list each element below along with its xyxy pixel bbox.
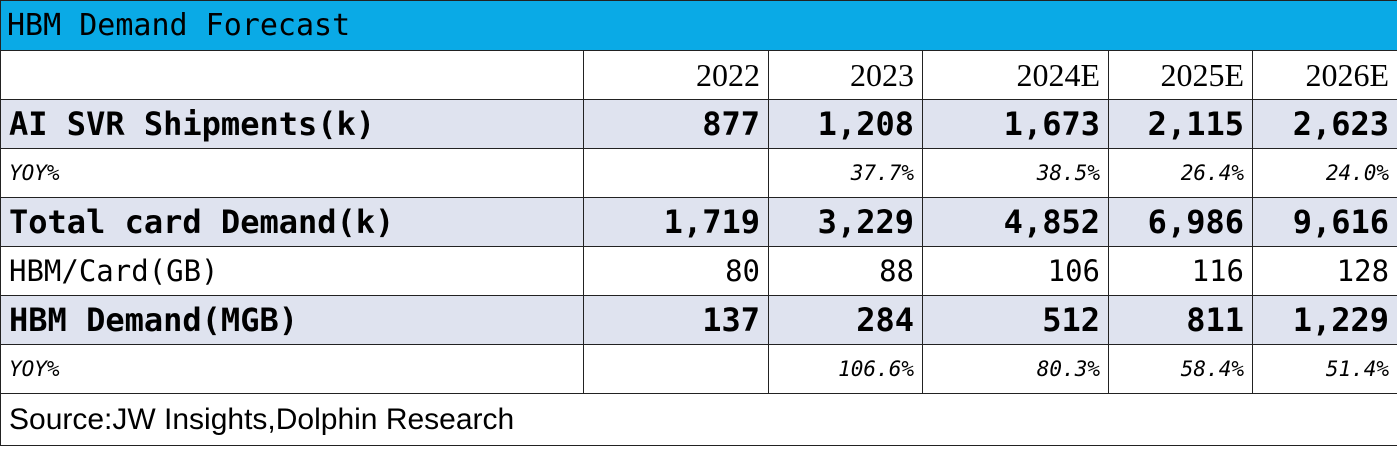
cell: 116 [1108, 246, 1253, 296]
cell: 2,115 [1108, 99, 1253, 149]
column-header: 2022 [583, 50, 769, 100]
cell: 6,986 [1108, 197, 1253, 247]
row-label: AI SVR Shipments(k) [0, 99, 584, 149]
cell: 24.0% [1251, 148, 1397, 198]
cell: 80.3% [922, 344, 1109, 394]
source-text: Source:JW Insights,Dolphin Research [0, 393, 1397, 446]
cell: 128 [1251, 246, 1397, 296]
empty-cell [583, 148, 769, 198]
column-header: 2023 [768, 50, 923, 100]
cell: 80 [583, 246, 769, 296]
cell: 1,673 [922, 99, 1109, 149]
cell: 26.4% [1108, 148, 1253, 198]
cell: 1,719 [583, 197, 769, 247]
empty-cell [583, 344, 769, 394]
cell: 284 [768, 295, 923, 345]
data-row: YOY% 37.7% 38.5% 26.4% 24.0% [0, 148, 1397, 198]
data-row: AI SVR Shipments(k) 877 1,208 1,673 2,115 2,6… [0, 99, 1397, 149]
row-label: HBM/Card(GB) [0, 246, 584, 296]
data-row: HBM/Card(GB) 80 88 106 116 128 [0, 246, 1397, 296]
row-label: Total card Demand(k) [0, 197, 584, 247]
cell: 3,229 [768, 197, 923, 247]
cell: 58.4% [1108, 344, 1253, 394]
row-label: HBM Demand(MGB) [0, 295, 584, 345]
cell: 106.6% [768, 344, 923, 394]
column-header: 2024E [922, 50, 1109, 100]
cell: 9,616 [1251, 197, 1397, 247]
title-row: HBM Demand Forecast [0, 0, 1397, 51]
cell: 106 [922, 246, 1109, 296]
cell: 877 [583, 99, 769, 149]
cell: 37.7% [768, 148, 923, 198]
row-label: YOY% [0, 148, 584, 198]
header-corner [0, 50, 584, 100]
cell: 512 [922, 295, 1109, 345]
cell: 137 [583, 295, 769, 345]
data-row: YOY% 106.6% 80.3% 58.4% 51.4% [0, 344, 1397, 394]
data-row: Total card Demand(k) 1,719 3,229 4,852 6,986… [0, 197, 1397, 247]
cell: 1,229 [1251, 295, 1397, 345]
cell: 1,208 [768, 99, 923, 149]
cell: 38.5% [922, 148, 1109, 198]
column-header: 2025E [1108, 50, 1253, 100]
header-row: 2022 2023 2024E 2025E 2026E [0, 50, 1397, 100]
cell: 51.4% [1251, 344, 1397, 394]
source-row: Source:JW Insights,Dolphin Research [0, 393, 1397, 446]
cell: 2,623 [1251, 99, 1397, 149]
cell: 811 [1108, 295, 1253, 345]
cell: 88 [768, 246, 923, 296]
table-title: HBM Demand Forecast [0, 0, 1397, 51]
data-row: HBM Demand(MGB) 137 284 512 811 1,229 [0, 295, 1397, 345]
row-label: YOY% [0, 344, 584, 394]
cell: 4,852 [922, 197, 1109, 247]
column-header: 2026E [1251, 50, 1397, 100]
